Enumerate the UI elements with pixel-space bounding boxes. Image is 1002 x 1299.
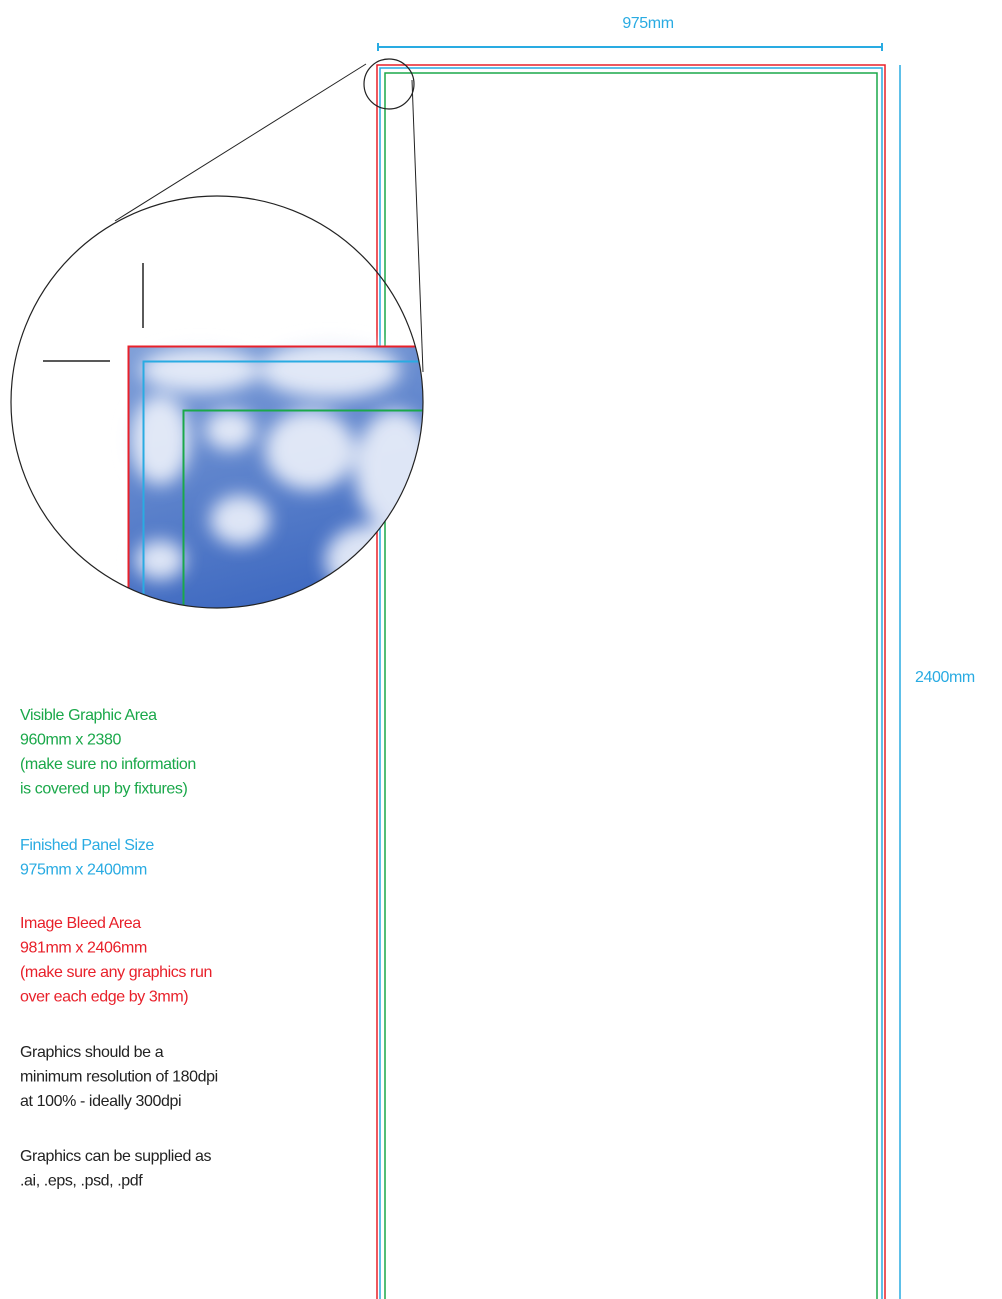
zoom-detail [127,342,423,608]
panel-outline [379,67,883,1299]
note-line: .ai, .eps, .psd, .pdf [20,1173,143,1190]
magnify-connector [411,79,424,373]
note-line: (make sure no information [20,756,196,773]
bleed-outline [376,64,886,1299]
height-label: 2400mm [915,669,975,686]
note-line: at 100% - ideally 300dpi [20,1093,181,1110]
note-line: 981mm x 2406mm [20,940,147,957]
width-label: 975mm [622,15,673,32]
note-line: Finished Panel Size [20,837,154,854]
note-line: 975mm x 2400mm [20,862,147,879]
magnify-source [363,58,415,110]
note-line: Graphics should be a [20,1044,164,1061]
magnify-connector [114,63,367,222]
note-line: over each edge by 3mm) [20,989,188,1006]
visible-outline [384,72,878,1299]
note-line: 960mm x 2380 [20,732,122,749]
magnify-lens [10,195,424,609]
note-line: Graphics can be supplied as [20,1148,211,1165]
note-line: is covered up by fixtures) [20,781,188,798]
note-line: (make sure any graphics run [20,964,212,981]
note-line: Visible Graphic Area [20,707,157,724]
note-line: Image Bleed Area [20,915,141,932]
notes: Visible Graphic Area 960mm x 2380 (make su… [20,707,218,1190]
note-line: minimum resolution of 180dpi [20,1069,218,1086]
